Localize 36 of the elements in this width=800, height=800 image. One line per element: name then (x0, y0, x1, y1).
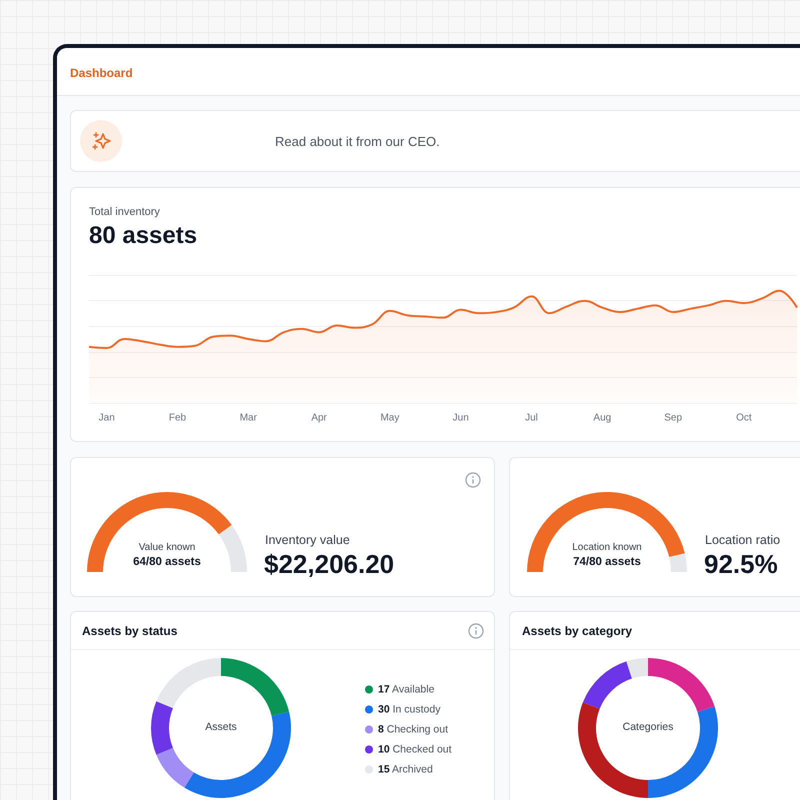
chart-title: Total inventory (89, 206, 160, 218)
slice-label: Location known (571, 542, 643, 553)
text: Read about it from our CEO. (275, 134, 440, 149)
x-tick-label: Jun (452, 412, 469, 424)
text: Assets (204, 721, 238, 733)
text: Categories (622, 721, 674, 733)
x-tick-label: Mar (240, 412, 258, 424)
chart-subtitle: 80 assets (89, 222, 198, 250)
slice-label: Value known (138, 542, 196, 553)
legend-label: In custody (390, 704, 442, 716)
legend-label: Archived (390, 764, 434, 776)
chart-title: Assets by status (82, 624, 178, 638)
text: $22,206.20 (264, 549, 394, 580)
x-tick-label: Apr (311, 412, 328, 424)
data-label: 10 (378, 744, 390, 756)
text: Inventory value (265, 533, 350, 547)
x-tick-label: Jan (98, 412, 115, 424)
x-tick-label: Feb (168, 412, 187, 424)
x-tick-label: May (380, 412, 400, 424)
x-tick-label: Sep (664, 412, 682, 424)
data-label: 15 (378, 764, 390, 776)
x-tick-label: Oct (736, 412, 752, 424)
text: Location ratio (705, 533, 780, 547)
x-tick-label: Jul (525, 412, 538, 424)
text: 92.5% (704, 549, 778, 580)
legend-label: Checked out (390, 744, 452, 756)
text: 64/80 assets (132, 556, 202, 568)
text: 74/80 assets (572, 556, 642, 568)
x-tick-label: Aug (593, 412, 612, 424)
legend-label: Available (390, 684, 435, 696)
chart-title: Assets by category (522, 624, 632, 638)
data-label: 30 (378, 704, 390, 716)
text: Dashboard (70, 66, 133, 80)
legend-label: Checking out (384, 724, 448, 736)
data-label: 8 (378, 724, 384, 736)
data-label: 17 (378, 684, 390, 696)
